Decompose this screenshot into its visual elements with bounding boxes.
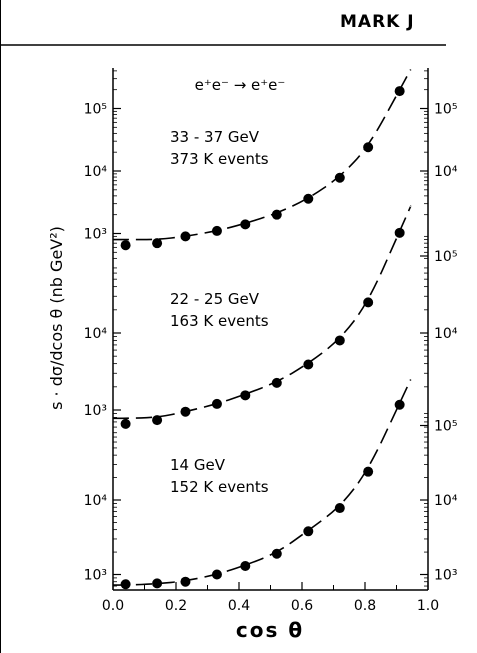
y-tick-label-left: 10³ — [84, 568, 107, 584]
data-point — [363, 142, 374, 153]
panel-energy-label: 33 - 37 GeV — [170, 128, 260, 146]
fit-curve — [113, 379, 412, 586]
x-tick-label: 0.6 — [291, 598, 313, 614]
y-tick-label-left: 10⁴ — [84, 326, 108, 342]
data-point — [152, 415, 163, 426]
data-point — [240, 561, 251, 572]
data-point — [180, 576, 191, 587]
panel-energy-label: 14 GeV — [170, 456, 226, 474]
data-point — [180, 406, 191, 417]
y-tick-label-left: 10⁵ — [84, 102, 107, 118]
y-tick-label-right: 10⁵ — [434, 102, 457, 118]
x-tick-label: 1.0 — [417, 598, 439, 614]
y-tick-label-right: 10⁴ — [434, 326, 458, 342]
fit-curve — [113, 69, 412, 241]
y-tick-label-right: 10⁴ — [434, 164, 458, 180]
reaction-label: e⁺e⁻ → e⁺e⁻ — [195, 76, 286, 94]
data-point — [211, 569, 222, 580]
data-point — [240, 219, 251, 230]
data-point — [240, 390, 251, 401]
data-point — [394, 227, 405, 238]
panel-events-label: 373 K events — [170, 150, 269, 168]
panel-events-label: 152 K events — [170, 478, 269, 496]
y-tick-label-right: 10⁵ — [434, 419, 457, 435]
y-tick-label-right: 10³ — [434, 568, 457, 584]
plot-panels: 0.0 0.2 0.4 0.6 0.8 1.0 10³ 10⁴ 10⁵ 10⁴ 10⁵ 33 - 37… — [84, 68, 458, 614]
y-tick-label-left: 10³ — [84, 227, 107, 243]
data-point — [334, 172, 345, 183]
data-point — [152, 238, 163, 249]
data-point — [394, 399, 405, 410]
y-tick-label-right: 10⁵ — [434, 249, 457, 265]
x-tick-label: 0.8 — [354, 598, 376, 614]
panel-energy-label: 22 - 25 GeV — [170, 290, 260, 308]
y-axis-label: s · dσ/dcos θ (nb GeV²) — [47, 226, 66, 410]
data-point — [394, 86, 405, 97]
data-point — [303, 193, 314, 204]
data-point — [120, 240, 131, 251]
data-point — [152, 578, 163, 589]
data-point — [303, 526, 314, 537]
data-point — [180, 231, 191, 242]
fit-curve — [113, 205, 412, 420]
x-axis-label: cos θ — [236, 618, 304, 642]
data-point — [334, 503, 345, 514]
y-tick-label-left: 10⁴ — [84, 164, 108, 180]
data-point — [120, 418, 131, 429]
data-point — [120, 579, 131, 590]
panel-events-label: 163 K events — [170, 312, 269, 330]
data-point — [271, 377, 282, 388]
y-tick-label-left: 10⁴ — [84, 493, 108, 509]
chart-title: MARK J — [340, 12, 415, 32]
data-point — [334, 335, 345, 346]
data-point — [363, 466, 374, 477]
data-point — [363, 297, 374, 308]
y-tick-label-left: 10³ — [84, 403, 107, 419]
data-point — [271, 548, 282, 559]
x-tick-label: 0.0 — [102, 598, 124, 614]
y-tick-label-right: 10⁴ — [434, 493, 458, 509]
data-point — [211, 225, 222, 236]
data-point — [211, 398, 222, 409]
data-point — [271, 209, 282, 220]
x-tick-label: 0.4 — [228, 598, 250, 614]
x-tick-label: 0.2 — [165, 598, 187, 614]
data-point — [303, 359, 314, 370]
